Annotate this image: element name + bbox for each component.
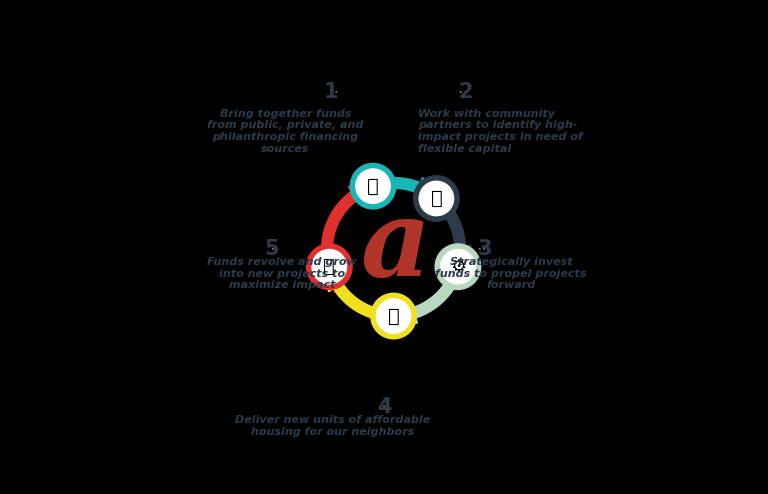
Circle shape bbox=[414, 176, 458, 220]
Circle shape bbox=[351, 164, 395, 208]
Text: 🌱: 🌱 bbox=[323, 257, 335, 276]
Polygon shape bbox=[389, 302, 418, 323]
Circle shape bbox=[356, 169, 390, 204]
Text: Strategically invest
funds to propel projects
forward: Strategically invest funds to propel pro… bbox=[435, 257, 587, 290]
Polygon shape bbox=[321, 191, 358, 247]
Circle shape bbox=[419, 181, 454, 216]
Text: 1: 1 bbox=[323, 82, 338, 102]
Text: 4: 4 bbox=[377, 397, 392, 417]
Text: Work with community
partners to identify high-
impact projects in need of
flexib: Work with community partners to identify… bbox=[419, 109, 583, 154]
Text: 5: 5 bbox=[264, 240, 280, 259]
Text: ⚙: ⚙ bbox=[450, 258, 466, 276]
Text: Funds revolve and grow
into new projects to
maximize impact: Funds revolve and grow into new projects… bbox=[207, 257, 357, 290]
Circle shape bbox=[435, 245, 480, 289]
Polygon shape bbox=[415, 178, 443, 198]
Text: 🤝: 🤝 bbox=[431, 189, 442, 208]
Polygon shape bbox=[323, 263, 347, 291]
Text: 3: 3 bbox=[478, 240, 492, 259]
Text: 🏠: 🏠 bbox=[388, 307, 399, 326]
Polygon shape bbox=[445, 211, 466, 247]
Polygon shape bbox=[393, 177, 421, 193]
Circle shape bbox=[441, 249, 475, 284]
Text: 💰: 💰 bbox=[367, 177, 379, 196]
Circle shape bbox=[376, 299, 411, 333]
Polygon shape bbox=[449, 246, 471, 273]
Polygon shape bbox=[412, 283, 455, 319]
Text: 2: 2 bbox=[458, 82, 473, 102]
Text: Bring together funds
from public, private, and
philanthropic financing
sources: Bring together funds from public, privat… bbox=[207, 109, 363, 154]
Circle shape bbox=[372, 294, 415, 338]
Polygon shape bbox=[333, 283, 375, 319]
Circle shape bbox=[307, 245, 352, 289]
Polygon shape bbox=[348, 180, 376, 205]
Circle shape bbox=[312, 249, 346, 284]
Text: Deliver new units of affordable
housing for our neighbors: Deliver new units of affordable housing … bbox=[235, 415, 430, 437]
Text: a: a bbox=[360, 193, 431, 299]
